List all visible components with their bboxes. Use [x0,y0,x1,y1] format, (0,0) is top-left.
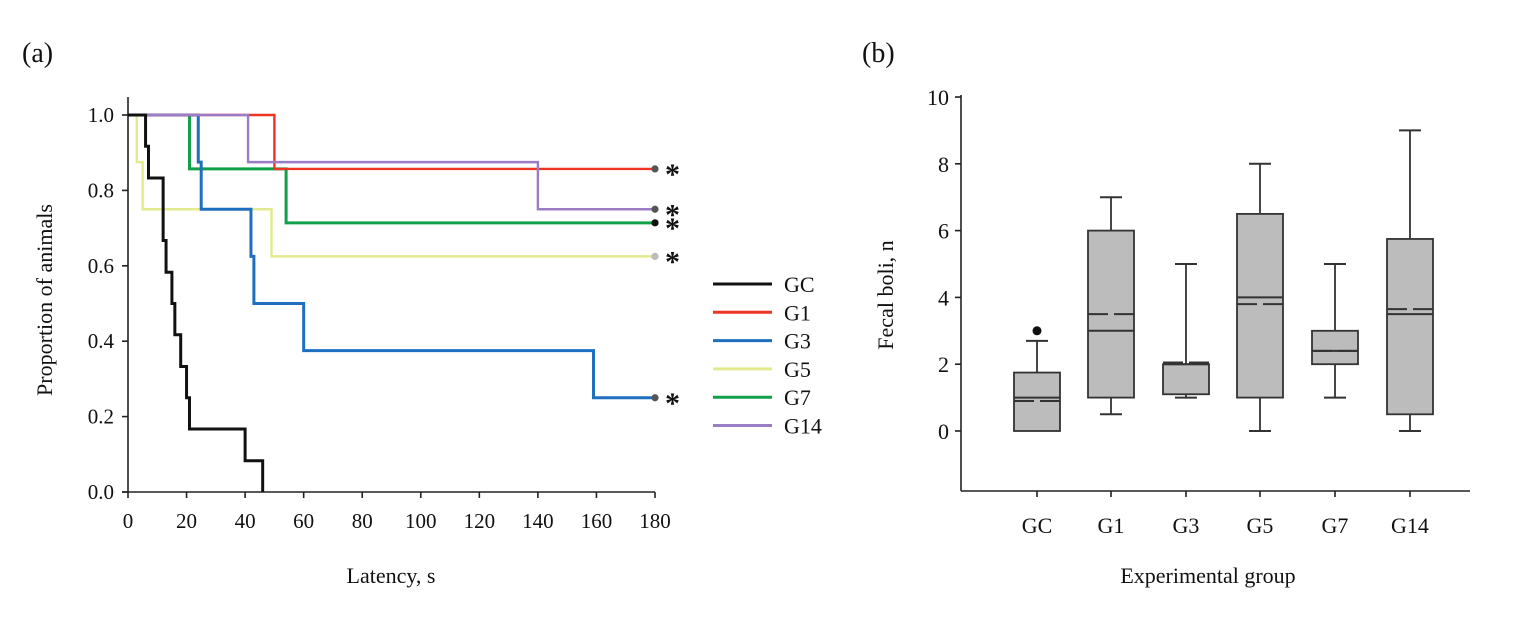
x-tick-label-b: G7 [1322,513,1349,538]
box-g5 [1236,162,1284,432]
y-tick-label-b: 10 [927,85,949,110]
x-tick-label-a: 20 [176,509,197,533]
series-line-g3 [128,113,655,400]
x-tick-label-b: G5 [1247,513,1274,538]
x-tick-label-a: 40 [235,509,256,533]
y-tick-label-a: 1.0 [88,103,114,127]
legend-label-gc: GC [784,272,815,297]
x-axis-title-a: Latency, s [347,563,436,588]
censor-marker-g3 [651,394,659,402]
panel-label-b: (b) [862,38,895,69]
box-g14 [1386,129,1434,432]
series-line-g1 [128,113,655,171]
y-axis-title-b: Fecal boli, n [873,240,898,349]
panel-label-a: (a) [22,38,53,69]
y-tick-label-a: 0.8 [88,178,114,202]
series-line-g14 [128,113,655,211]
significance-mark-g7: * [665,212,680,245]
x-tick-label-a: 160 [581,509,613,533]
x-tick-label-a: 140 [522,509,554,533]
box-g3 [1162,263,1210,399]
panel-a-legend: GC G1 G3 G5 G7 G14 [713,272,822,439]
x-tick-label-b: G14 [1391,513,1429,538]
significance-mark-g5: * [665,245,680,278]
series-line-g5 [128,113,655,258]
y-tick-label-b: 2 [938,352,949,377]
significance-mark-g14: * [665,198,680,231]
censor-marker-g14 [651,205,659,213]
x-tick-label-a: 80 [352,509,373,533]
y-tick-label-a: 0.2 [88,405,114,429]
panel-a-series: ***** [128,113,680,492]
y-tick-label-b: 6 [938,219,949,244]
y-tick-label-a: 0.0 [88,480,114,504]
x-axis-title-b: Experimental group [1120,563,1295,588]
legend-label-g1: G1 [784,300,811,325]
box-body [1236,212,1284,399]
panel-a-axes: 0 20 40 60 80 100 120 140 160 180 0.0 0.2 0.4 0.6 0.8 1… [88,97,671,533]
x-tick-label-a: 120 [464,509,496,533]
series-line-gc [128,113,265,492]
x-tick-label-a: 100 [405,509,437,533]
y-tick-label-b: 4 [938,285,949,310]
box-body [1386,238,1434,416]
x-tick-label-b: G3 [1173,513,1200,538]
censor-marker-g5 [651,252,659,260]
significance-mark-g1: * [665,158,680,191]
box-g7 [1311,263,1359,399]
box-body [1162,363,1210,396]
panel-b-boxplot-chart: (b) 0 2 4 6 8 10 GC G1 G3 G5 G7 G14 Experimental gr… [862,38,1470,588]
outlier-point [1032,326,1042,336]
y-tick-label-a: 0.4 [88,329,115,353]
box-g1 [1087,196,1135,416]
panel-b-boxes [1013,129,1434,432]
x-tick-label-a: 60 [293,509,314,533]
y-tick-label-a: 0.6 [88,254,114,278]
box-body [1311,329,1359,366]
x-tick-label-b: G1 [1098,513,1125,538]
censor-marker-g7 [651,219,659,227]
y-axis-title-a: Proportion of animals [32,204,57,396]
y-tick-label-b: 8 [938,152,949,177]
legend-label-g3: G3 [784,329,811,354]
x-tick-label-a: 180 [639,509,671,533]
y-tick-label-b: 0 [938,419,949,444]
legend-label-g5: G5 [784,357,811,382]
x-tick-label-b: GC [1022,513,1053,538]
censor-marker-g1 [651,165,659,173]
box-gc [1013,326,1061,432]
x-tick-label-a: 0 [123,509,134,533]
significance-mark-g3: * [665,387,680,420]
legend-label-g14: G14 [784,414,822,439]
panel-b-axes: 0 2 4 6 8 10 GC G1 G3 G5 G7 G14 [927,85,1470,538]
panel-a-survival-chart: (a) 0 20 40 60 80 100 120 140 160 180 0.0 0.2 0.4 0.6… [22,38,822,588]
legend-label-g7: G7 [784,385,811,410]
